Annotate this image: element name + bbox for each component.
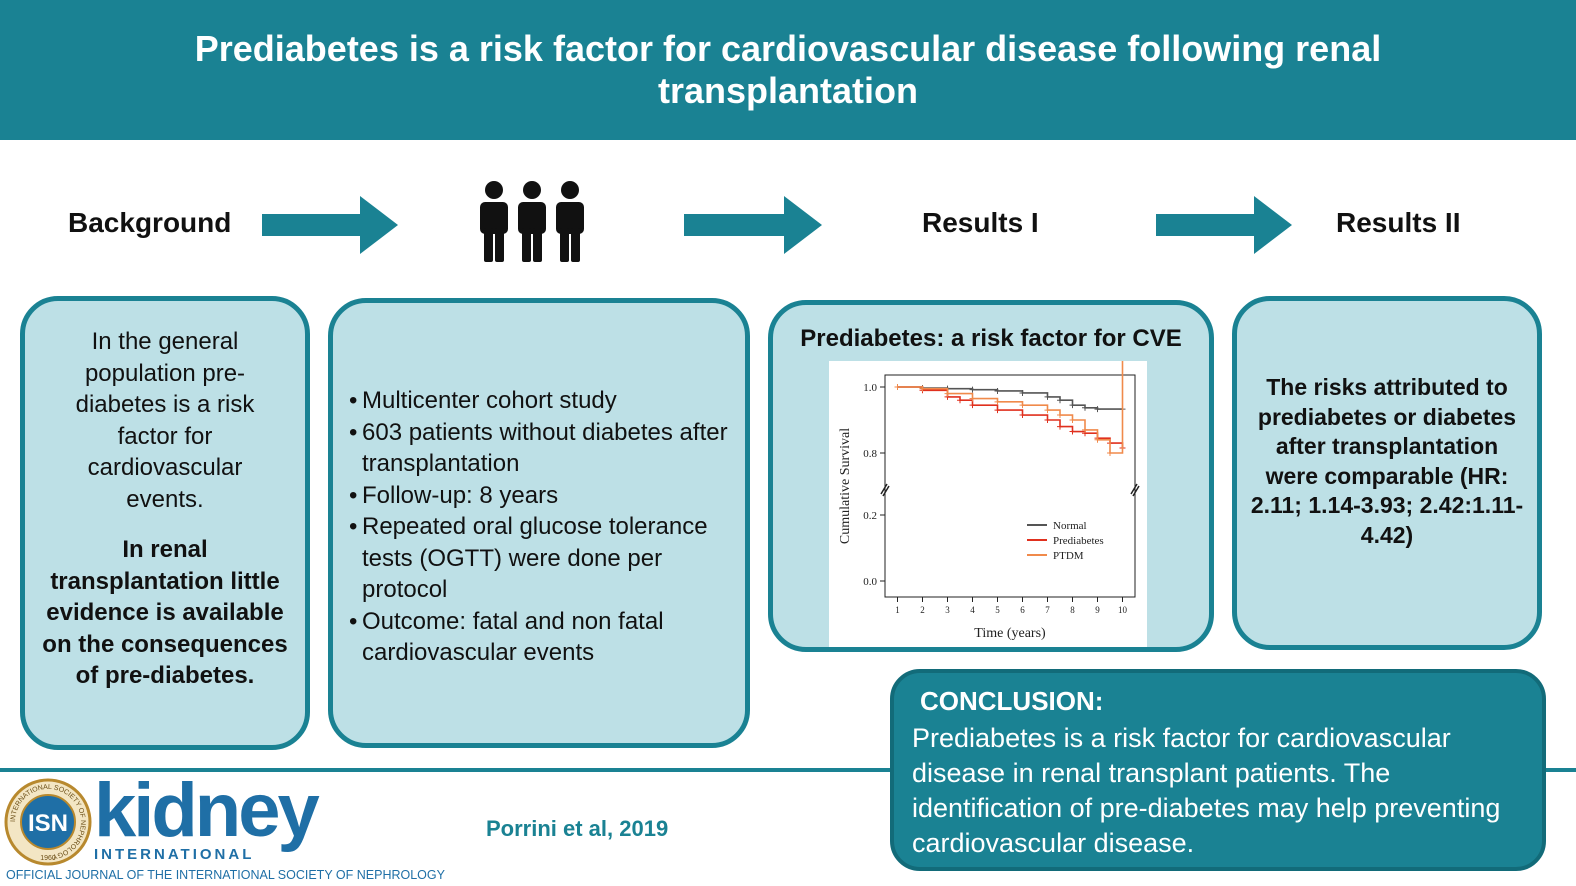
- censor-mark: [957, 397, 963, 404]
- logo-wordmark: kidney: [94, 768, 320, 853]
- results1-box: Prediabetes: a risk factor for CVE 0.0 0.…: [768, 300, 1214, 652]
- x-tick-label: 6: [1020, 605, 1025, 615]
- legend-label: Prediabetes: [1053, 535, 1104, 547]
- y-axis-label: Cumulative Survival: [838, 428, 853, 544]
- x-tick-label: 8: [1070, 605, 1075, 615]
- list-item: 603 patients without diabetes after tran…: [349, 417, 744, 480]
- background-label: Background: [68, 207, 232, 238]
- conclusion-body: Prediabetes is a risk factor for cardiov…: [912, 723, 1501, 858]
- axis-break-mark: [1132, 485, 1140, 497]
- censor-mark: [1094, 436, 1101, 443]
- censor-mark: [969, 402, 976, 409]
- censor-mark: [1044, 407, 1051, 414]
- y-tick-label: 0.8: [863, 448, 877, 460]
- x-tick-label: 1: [895, 605, 900, 615]
- list-item: Outcome: fatal and non fatal cardiovascu…: [349, 606, 744, 669]
- series-line-prediabetes: [897, 386, 1124, 449]
- journal-tagline: OFFICIAL JOURNAL OF THE INTERNATIONAL SO…: [6, 868, 445, 882]
- people-icon: [480, 181, 584, 262]
- citation: Porrini et al, 2019: [486, 816, 669, 841]
- axis-break-mark: [882, 485, 890, 497]
- methods-box: Multicenter cohort study 603 patients wi…: [328, 298, 750, 748]
- censor-mark: [894, 384, 901, 390]
- background-box: In the general population pre-diabetes i…: [20, 296, 310, 750]
- x-axis-label: Time (years): [974, 626, 1046, 641]
- svg-text:1960: 1960: [40, 855, 56, 862]
- censor-mark: [1094, 406, 1101, 413]
- list-item: Repeated oral glucose tolerance tests (O…: [349, 511, 744, 606]
- conclusion-box: CONCLUSION: Prediabetes is a risk factor…: [890, 669, 1546, 871]
- list-item: Multicenter cohort study: [349, 385, 744, 417]
- censor-mark: [1069, 417, 1076, 423]
- axis-break-mark: [1130, 483, 1138, 495]
- results2-box: The risks attributed to prediabetes or d…: [1232, 296, 1542, 650]
- y-tick-label: 0.0: [863, 576, 877, 588]
- censor-mark: [1057, 412, 1063, 419]
- x-tick-label: 3: [945, 605, 950, 615]
- censor-mark: [994, 407, 1001, 414]
- censor-mark: [1107, 450, 1113, 456]
- page-title: Prediabetes is a risk factor for cardiov…: [194, 28, 1382, 111]
- isn-seal-icon: INTERNATIONAL SOCIETY OF NEPHROLOGY ISN …: [4, 778, 92, 866]
- censor-mark: [969, 395, 976, 402]
- arrow-icon: [684, 196, 822, 254]
- censor-mark: [1069, 402, 1076, 409]
- results2-label: Results II: [1336, 207, 1461, 238]
- survival-chart: 0.0 0.2 0.8 1.0 1 2 3 4 5 6 7 8 9 10 Time (years) Cumul…: [838, 327, 1140, 641]
- survival-chart-panel: 0.0 0.2 0.8 1.0 1 2 3 4 5 6 7 8 9 10 Time (years) Cumul…: [829, 327, 1147, 647]
- list-item: Follow-up: 8 years: [349, 480, 744, 512]
- censor-mark: [994, 387, 1001, 394]
- arrow-icon: [1156, 196, 1292, 254]
- censor-mark: [1044, 393, 1051, 400]
- conclusion-title: CONCLUSION:: [920, 686, 1104, 716]
- results1-label: Results I: [922, 207, 1039, 238]
- results2-text: The risks attributed to prediabetes or d…: [1250, 374, 1524, 548]
- results1-title: Prediabetes: a risk factor for CVE: [800, 325, 1182, 352]
- legend-label: PTDM: [1053, 550, 1084, 562]
- censor-mark: [1019, 412, 1026, 419]
- footer-divider: [0, 768, 1576, 772]
- y-tick-label: 0.2: [863, 510, 877, 522]
- censor-mark: [919, 385, 926, 392]
- censor-mark: [1019, 402, 1026, 409]
- y-tick-label: 1.0: [863, 382, 877, 394]
- censor-mark: [1057, 397, 1063, 404]
- x-tick-label: 9: [1095, 605, 1100, 615]
- x-tick-label: 4: [970, 605, 975, 615]
- censor-mark: [994, 398, 1001, 405]
- x-tick-label: 5: [995, 605, 1000, 615]
- x-tick-label: 2: [920, 605, 925, 615]
- x-tick-label: 7: [1045, 605, 1050, 615]
- censor-mark: [1019, 389, 1026, 396]
- censor-mark: [969, 386, 976, 393]
- axis-break-mark: [880, 483, 888, 495]
- methods-list: Multicenter cohort study 603 patients wi…: [349, 385, 744, 669]
- censor-mark: [1082, 404, 1088, 411]
- logo-subtitle: INTERNATIONAL: [94, 846, 255, 863]
- censor-mark: [1057, 423, 1063, 430]
- header-banner: Prediabetes is a risk factor for cardiov…: [0, 0, 1576, 140]
- censor-mark: [1044, 417, 1051, 423]
- x-tick-label: 10: [1118, 605, 1128, 615]
- background-text: In the general population pre-diabetes i…: [75, 328, 255, 513]
- censor-mark: [1082, 426, 1088, 433]
- background-bold-text: In renal transplantation little evidence…: [42, 536, 288, 689]
- arrow-icon: [262, 196, 398, 254]
- legend-label: Normal: [1053, 520, 1087, 532]
- svg-text:ISN: ISN: [28, 810, 68, 837]
- censor-mark: [1069, 428, 1076, 435]
- censor-mark: [944, 390, 951, 397]
